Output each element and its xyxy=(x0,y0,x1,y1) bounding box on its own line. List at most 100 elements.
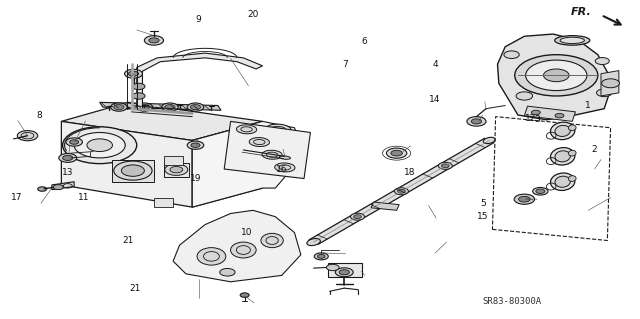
Text: 20: 20 xyxy=(247,10,259,19)
Circle shape xyxy=(149,38,159,43)
Circle shape xyxy=(66,138,83,146)
Text: 3: 3 xyxy=(534,115,540,124)
Text: 5: 5 xyxy=(480,199,486,208)
Circle shape xyxy=(531,110,540,115)
Circle shape xyxy=(532,188,548,195)
Ellipse shape xyxy=(197,248,226,265)
Circle shape xyxy=(442,164,449,168)
Polygon shape xyxy=(164,156,182,165)
Polygon shape xyxy=(328,263,362,277)
Circle shape xyxy=(397,189,405,193)
Ellipse shape xyxy=(550,122,575,140)
Circle shape xyxy=(187,141,204,149)
Text: 6: 6 xyxy=(362,38,367,47)
Text: 21: 21 xyxy=(123,236,134,245)
Polygon shape xyxy=(524,106,575,122)
Polygon shape xyxy=(192,122,262,207)
Circle shape xyxy=(132,93,145,99)
Circle shape xyxy=(162,103,178,111)
Circle shape xyxy=(518,196,530,202)
Polygon shape xyxy=(113,160,154,182)
Circle shape xyxy=(536,189,545,194)
Polygon shape xyxy=(61,102,262,140)
Ellipse shape xyxy=(271,126,286,132)
Text: 10: 10 xyxy=(241,228,252,237)
Text: 11: 11 xyxy=(78,193,90,202)
Circle shape xyxy=(525,60,587,91)
Circle shape xyxy=(351,213,365,220)
Circle shape xyxy=(515,55,598,96)
Circle shape xyxy=(70,140,79,144)
Polygon shape xyxy=(127,53,262,109)
Circle shape xyxy=(122,165,145,176)
Circle shape xyxy=(38,187,47,191)
Circle shape xyxy=(391,150,403,156)
Circle shape xyxy=(314,253,328,260)
Circle shape xyxy=(326,264,339,271)
Polygon shape xyxy=(61,122,192,207)
Circle shape xyxy=(17,130,38,141)
Circle shape xyxy=(394,188,408,195)
Circle shape xyxy=(438,162,452,169)
Circle shape xyxy=(74,132,125,158)
Text: 19: 19 xyxy=(189,174,201,183)
Text: 9: 9 xyxy=(196,15,202,24)
Polygon shape xyxy=(192,122,301,207)
Ellipse shape xyxy=(261,233,284,248)
Circle shape xyxy=(125,69,143,78)
Ellipse shape xyxy=(269,148,295,158)
Ellipse shape xyxy=(249,137,269,146)
Ellipse shape xyxy=(550,173,575,190)
Circle shape xyxy=(602,79,620,88)
Circle shape xyxy=(387,148,407,158)
Circle shape xyxy=(516,92,532,100)
Ellipse shape xyxy=(236,125,257,134)
Ellipse shape xyxy=(268,140,294,150)
Circle shape xyxy=(190,105,200,110)
Circle shape xyxy=(129,71,139,76)
Text: 21: 21 xyxy=(129,284,141,293)
Text: 18: 18 xyxy=(404,168,415,177)
Text: 15: 15 xyxy=(477,212,488,221)
Circle shape xyxy=(114,161,152,180)
Ellipse shape xyxy=(555,125,570,137)
Ellipse shape xyxy=(272,134,287,140)
Text: 16: 16 xyxy=(276,165,287,174)
Ellipse shape xyxy=(483,137,495,144)
Circle shape xyxy=(220,269,235,276)
Polygon shape xyxy=(224,122,310,179)
Ellipse shape xyxy=(230,242,256,258)
Ellipse shape xyxy=(245,134,260,143)
Ellipse shape xyxy=(229,128,244,137)
Circle shape xyxy=(471,119,481,124)
Text: SR83-80300A: SR83-80300A xyxy=(482,297,541,306)
Polygon shape xyxy=(154,197,173,206)
Ellipse shape xyxy=(568,125,576,130)
Circle shape xyxy=(136,103,153,111)
Circle shape xyxy=(59,153,77,162)
Text: 12: 12 xyxy=(525,114,536,123)
Text: 2: 2 xyxy=(592,145,597,154)
Circle shape xyxy=(514,194,534,204)
Circle shape xyxy=(335,268,353,277)
Circle shape xyxy=(555,114,564,118)
Ellipse shape xyxy=(262,150,282,159)
Ellipse shape xyxy=(267,132,292,143)
Circle shape xyxy=(504,51,519,58)
Text: FR.: FR. xyxy=(571,7,591,17)
Text: 17: 17 xyxy=(11,193,22,202)
Ellipse shape xyxy=(568,176,576,182)
Circle shape xyxy=(53,185,63,190)
Ellipse shape xyxy=(279,156,291,159)
Circle shape xyxy=(87,139,113,152)
Circle shape xyxy=(145,36,164,45)
Circle shape xyxy=(63,155,73,160)
Ellipse shape xyxy=(261,142,276,151)
Ellipse shape xyxy=(266,124,291,135)
Circle shape xyxy=(140,105,150,110)
Circle shape xyxy=(170,167,182,173)
Circle shape xyxy=(354,215,362,219)
Circle shape xyxy=(165,164,188,175)
Ellipse shape xyxy=(560,37,584,44)
Polygon shape xyxy=(52,182,74,190)
